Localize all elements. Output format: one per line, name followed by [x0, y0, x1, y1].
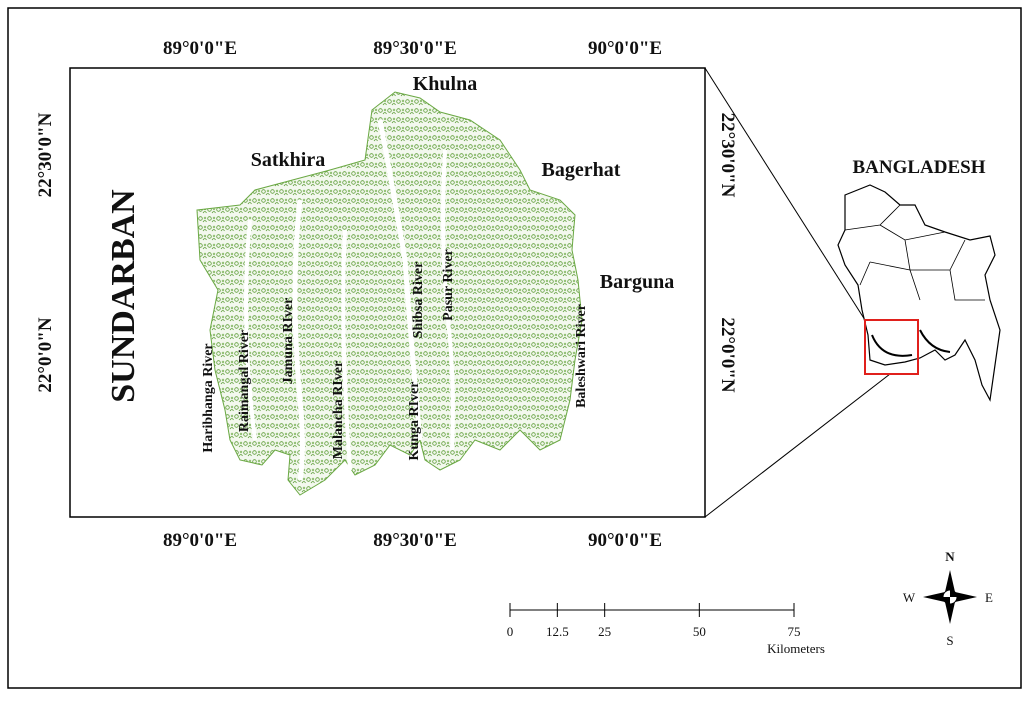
inset-connector	[704, 67, 866, 321]
river-label: Shibsa River	[411, 262, 426, 339]
river-label: Jamuna RIver	[281, 298, 296, 385]
scale-tick-label: 25	[598, 624, 611, 639]
region-label: SUNDARBAN	[105, 189, 142, 403]
compass-label: W	[903, 590, 916, 605]
scale-tick-label: 0	[507, 624, 514, 639]
river-channel	[292, 199, 305, 481]
river-label: Malancha RIver	[331, 361, 346, 459]
latitude-label: 22°30'0"N	[35, 112, 56, 197]
longitude-label: 89°0'0"E	[163, 530, 237, 551]
compass-label: E	[985, 590, 993, 605]
scale-tick-label: 12.5	[546, 624, 569, 639]
scale-tick-label: 75	[788, 624, 801, 639]
inset-highlight	[864, 319, 919, 375]
longitude-label: 89°0'0"E	[163, 38, 237, 59]
sundarban-forest	[196, 91, 583, 496]
scale-unit: Kilometers	[767, 641, 825, 656]
compass-rose	[923, 570, 977, 624]
river-label: Baleshwari River	[574, 304, 589, 408]
place-label: Satkhira	[251, 149, 325, 171]
longitude-label: 90°0'0"E	[588, 38, 662, 59]
river-channel	[377, 119, 423, 441]
longitude-label: 89°30'0"E	[373, 38, 457, 59]
coastline-detail	[871, 329, 951, 357]
river-label: Haribhanga River	[201, 343, 216, 452]
river-label: Raimangal River	[237, 330, 252, 432]
scale-tick-label: 50	[693, 624, 706, 639]
place-label: Barguna	[600, 271, 674, 293]
river-label: Kunga RIver	[407, 382, 422, 461]
river-channel	[441, 149, 455, 451]
river-channel	[244, 219, 257, 441]
division-boundaries	[844, 204, 985, 301]
river-channel	[341, 229, 352, 471]
latitude-label: 22°30'0"N	[717, 113, 738, 198]
compass-label: S	[946, 633, 953, 648]
latitude-label: 22°0'0"N	[717, 317, 738, 392]
place-label: Khulna	[413, 73, 477, 95]
outer-border	[7, 7, 1022, 689]
longitude-label: 89°30'0"E	[373, 530, 457, 551]
compass-label: N	[945, 549, 955, 564]
inset-connector	[704, 373, 891, 518]
place-label: Bagerhat	[542, 159, 621, 181]
scale-bar: 0 12.5 25 50 75	[507, 603, 801, 639]
longitude-label: 90°0'0"E	[588, 530, 662, 551]
river-label: Pasur River	[441, 249, 456, 321]
inset-title: BANGLADESH	[852, 157, 985, 178]
latitude-label: 22°0'0"N	[35, 317, 56, 392]
